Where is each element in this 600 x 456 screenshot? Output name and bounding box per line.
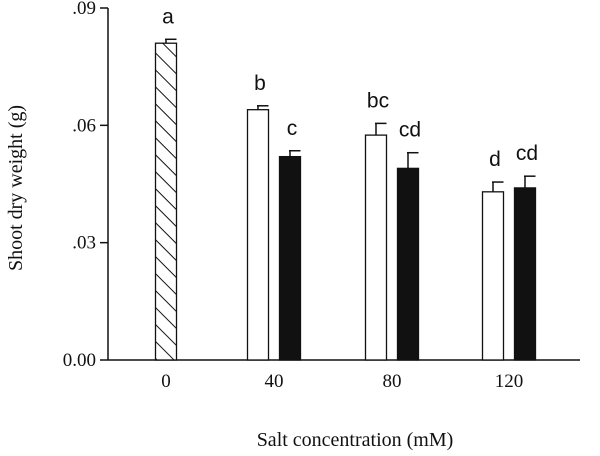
sig-letter-treatment-1-120: d bbox=[489, 148, 501, 171]
bar-treatment-2-40 bbox=[278, 155, 302, 361]
bar-treatment-2-80 bbox=[396, 167, 420, 361]
sig-letter-treatment-2-40: c bbox=[287, 117, 298, 140]
x-tick-label-120: 120 bbox=[495, 371, 524, 392]
x-tick-label-80: 80 bbox=[383, 371, 402, 392]
y-tick-label-3: .09 bbox=[72, 0, 96, 19]
x-tick-label-40: 40 bbox=[265, 371, 284, 392]
sig-letter-treatment-2-80: cd bbox=[399, 119, 421, 142]
y-tick-label-1: .03 bbox=[72, 233, 96, 254]
sig-letter-control-0: a bbox=[162, 5, 174, 28]
bar-treatment-1-40 bbox=[246, 109, 270, 361]
x-axis-title: Salt concentration (mM) bbox=[257, 429, 454, 451]
sig-letter-treatment-2-120: cd bbox=[516, 142, 538, 165]
y-tick-label-0: 0.00 bbox=[63, 350, 96, 371]
bar-treatment-2-120 bbox=[513, 187, 537, 361]
bar-treatment-1-120 bbox=[481, 191, 505, 361]
sig-letter-treatment-1-80: bc bbox=[367, 89, 389, 112]
x-tick-label-0: 0 bbox=[161, 371, 171, 392]
bar-treatment-1-80 bbox=[364, 134, 388, 361]
sig-letter-treatment-1-40: b bbox=[254, 72, 266, 95]
y-tick-label-2: .06 bbox=[72, 115, 96, 136]
y-axis-title: Shoot dry weight (g) bbox=[5, 105, 27, 271]
bar-control-0 bbox=[154, 42, 178, 361]
